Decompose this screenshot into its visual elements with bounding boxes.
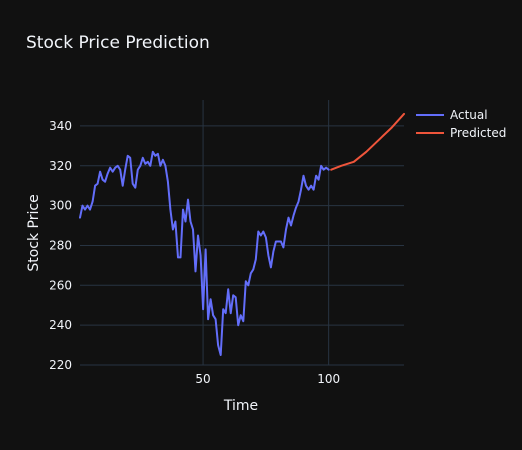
y-tick-label: 220 (49, 358, 72, 372)
series-lines[interactable] (79, 112, 405, 356)
series-line-predicted[interactable] (330, 112, 405, 171)
x-tick-label: 50 (195, 372, 210, 386)
y-tick-label: 320 (49, 159, 72, 173)
chart-title: Stock Price Prediction (26, 33, 210, 53)
y-tick-label: 340 (49, 119, 72, 133)
tick-labels: 220 240 260 280 300 320 340 50 100 (49, 119, 340, 386)
grid (80, 100, 404, 366)
x-axis-title: Time (223, 398, 258, 414)
series-line-actual[interactable] (79, 150, 330, 356)
y-axis-title: Stock Price (26, 194, 42, 271)
legend-label-predicted: Predicted (450, 126, 506, 140)
legend[interactable]: Actual Predicted (416, 108, 506, 140)
y-tick-label: 300 (49, 199, 72, 213)
x-tick-label: 100 (317, 372, 340, 386)
legend-label-actual: Actual (450, 108, 488, 122)
y-tick-label: 280 (49, 238, 72, 252)
y-tick-label: 260 (49, 278, 72, 292)
y-tick-label: 240 (49, 318, 72, 332)
